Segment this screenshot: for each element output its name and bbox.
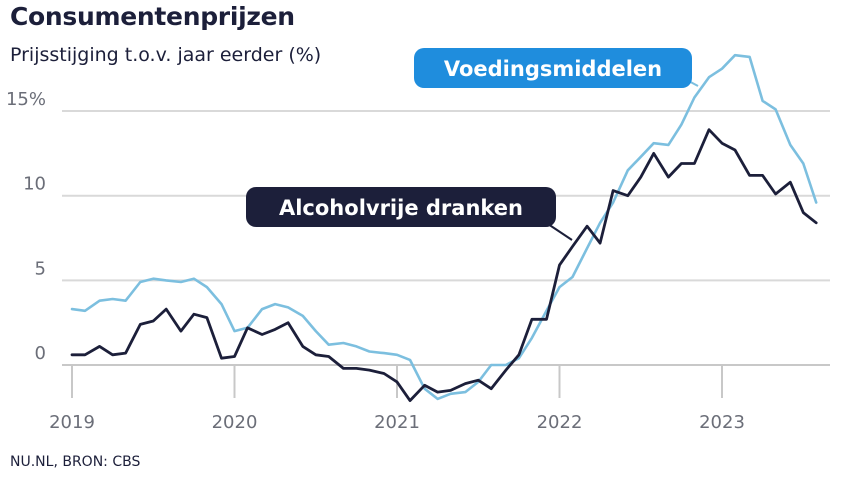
- y-tick-label: 0: [35, 343, 46, 364]
- drinks-label-text: Alcoholvrije dranken: [279, 196, 523, 220]
- food-series-label: Voedingsmiddelen: [414, 48, 699, 88]
- y-tick-label: 15%: [6, 89, 46, 110]
- drinks-label-connector: [547, 223, 573, 241]
- chart-subtitle: Prijsstijging t.o.v. jaar eerder (%): [10, 44, 322, 66]
- x-tick-label: 2022: [537, 412, 583, 433]
- drinks-series-label: Alcoholvrije dranken: [246, 187, 573, 241]
- drinks-label-box: [246, 187, 556, 227]
- food-series-line: [70, 53, 818, 401]
- chart-title: Consumentenprijzen: [10, 2, 295, 31]
- line-chart: 15% 10 5 0 2019 2020 2021 2022 2023 Voedingsmid…: [6, 48, 830, 433]
- food-label-box: [414, 48, 692, 88]
- x-tick-label: 2020: [212, 412, 258, 433]
- x-tick-label: 2023: [699, 412, 745, 433]
- drinks-series-line: [70, 128, 818, 402]
- x-tick-label: 2019: [49, 412, 95, 433]
- y-axis-ticks: 15% 10 5 0: [6, 89, 46, 364]
- series-lines: [70, 53, 818, 402]
- x-axis-ticks: 2019 2020 2021 2022 2023: [49, 365, 745, 433]
- x-tick-label: 2021: [374, 412, 420, 433]
- food-label-text: Voedingsmiddelen: [444, 57, 662, 81]
- y-tick-label: 10: [23, 174, 46, 195]
- source-credit: NU.NL, BRON: CBS: [10, 454, 141, 470]
- y-tick-label: 5: [35, 258, 46, 279]
